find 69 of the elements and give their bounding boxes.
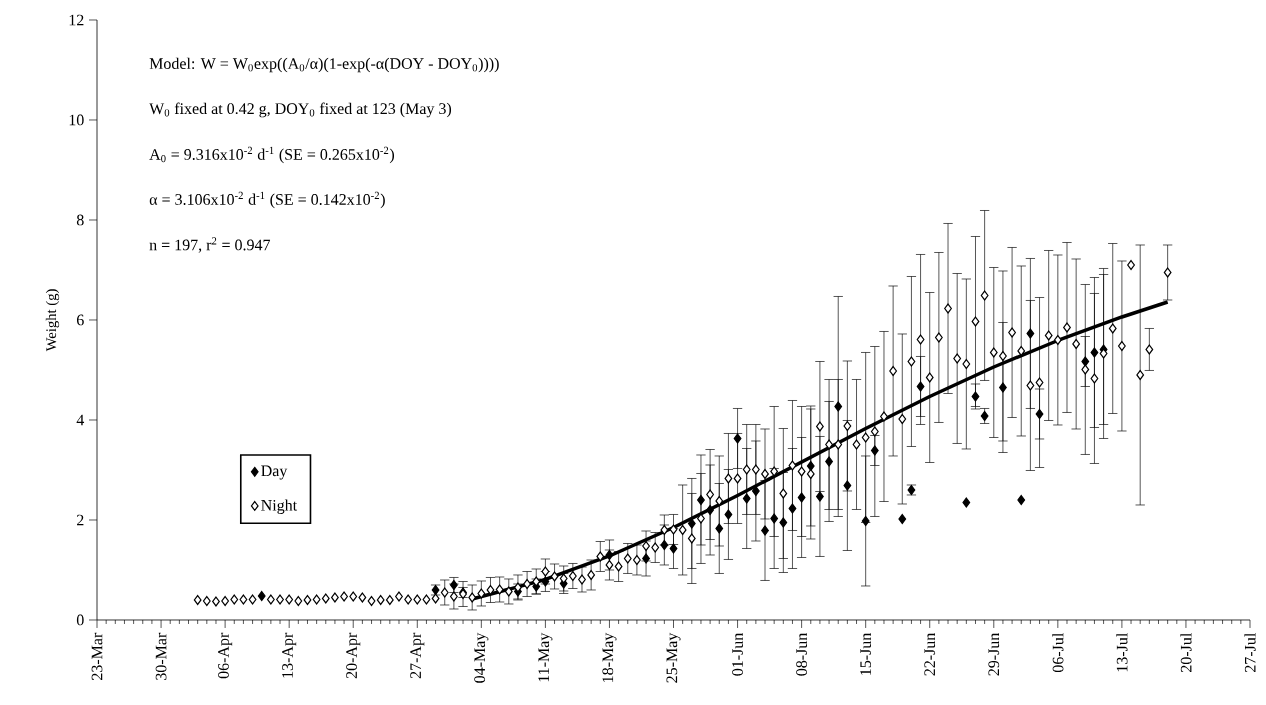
y-tick-label: 2 (77, 514, 84, 526)
point (1017, 494, 1026, 505)
y-tick-label: 4 (76, 414, 85, 426)
x-tick-label: 30-Mar (155, 632, 167, 680)
y-tick-label: 10 (69, 114, 84, 126)
x-tick-label: 20-Jul (1180, 633, 1192, 672)
point (724, 509, 733, 520)
x-tick-label: 04-May (474, 632, 489, 683)
point (742, 493, 751, 504)
point (916, 381, 925, 392)
point (1026, 328, 1035, 339)
y-tick-label: 8 (76, 214, 84, 226)
legend-label: Day (261, 465, 288, 480)
point (1035, 408, 1044, 419)
x-tick-label: 13-Apr (282, 632, 297, 678)
point (779, 517, 788, 528)
x-tick-label: 25-May (666, 632, 681, 683)
point (1090, 347, 1099, 358)
legend-label: Night (261, 499, 298, 514)
point (962, 497, 971, 508)
x-tick-label: 06-Jul (1052, 633, 1064, 673)
point (1081, 356, 1090, 367)
x-tick-label: 06-Apr (218, 632, 233, 679)
point (687, 518, 696, 529)
annotation: Model: W = W$_{0}$exp((A$_{0}$/α)(1-exp(-α(DOY - DOY$_{0}$)))) (149, 57, 499, 73)
point (999, 382, 1007, 393)
y-tick-label: 0 (76, 614, 84, 626)
point (816, 491, 824, 502)
point (697, 494, 705, 505)
text: A$_{0}$ = 9.316x10$^{-2}$ d$^{-1}$ (SE = 0.265x10$^{-2}$) (149, 146, 395, 164)
point (605, 549, 614, 560)
point (761, 525, 769, 536)
point (898, 513, 907, 524)
point (660, 539, 669, 550)
x-tick-label: 29-Jun (988, 632, 1000, 676)
point (843, 480, 852, 491)
y-tick-label: 12 (69, 14, 84, 26)
x-tick-label: 11-May (538, 632, 553, 682)
point (706, 504, 715, 515)
point (861, 515, 870, 526)
point (825, 456, 833, 467)
point (788, 503, 797, 514)
annotation: n = 197, r$^{2}$ = 0.947 (149, 237, 271, 253)
x-tick-label: 22-Jun (924, 632, 936, 676)
point (257, 590, 266, 601)
x-tick-label: 01-Jun (732, 632, 743, 676)
point (806, 460, 815, 471)
x-tick-label: 20-Apr (346, 632, 361, 679)
point (642, 553, 650, 564)
x-tick-label: 15-Jun (860, 632, 872, 675)
point (715, 523, 724, 534)
annotation: W$_{0}$ fixed at 0.42 g, DOY$_{0}$ fixed at 123 (May 3) (149, 102, 452, 118)
point (733, 433, 742, 444)
x-tick-label: 18-May (602, 632, 617, 682)
point (797, 492, 806, 503)
y-axis-title: Weight (g) (45, 289, 60, 352)
point (971, 391, 980, 402)
x-tick-label: 23-Mar (91, 632, 103, 680)
point (541, 576, 550, 587)
x-tick-label: 08-Jun (796, 632, 808, 676)
y-tick-label: 6 (76, 314, 84, 326)
x-tick-label: 13-Jul (1116, 633, 1128, 672)
x-tick-label: 27-Apr (410, 632, 425, 679)
x-tick-label: 27-Jul (1244, 633, 1256, 672)
point (834, 401, 843, 412)
annotation: α = 3.106x10$^{-2}$ d$^{-1}$ (SE = 0.142x10$^{-2}$) (149, 191, 385, 209)
point (770, 513, 779, 524)
point (870, 445, 879, 456)
point (669, 543, 678, 554)
